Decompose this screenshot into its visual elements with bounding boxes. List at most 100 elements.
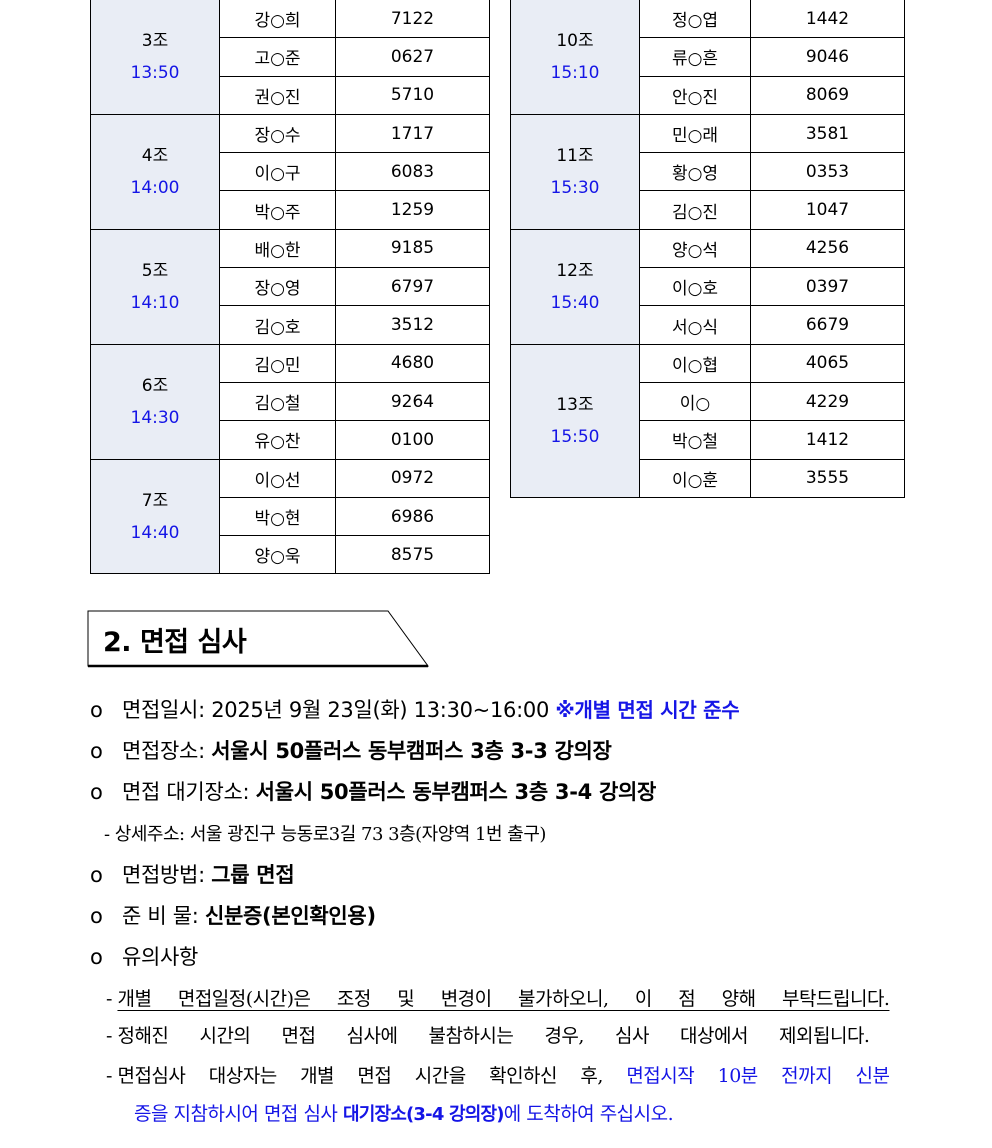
bullet-icon: o (90, 780, 103, 804)
table-row: 박○주 1259 (91, 190, 490, 230)
heading-box (87, 610, 429, 668)
bullet-icon: o (90, 904, 103, 928)
item-location: o 면접장소: 서울시 50플러스 동부캠퍼스 3층 3-3 강의장 (90, 739, 612, 763)
table-row: 4조 14:00 장○수 1717 (90, 113, 490, 230)
table-row: 11조 15:30 민○래 3581 (510, 113, 905, 230)
group-time: 14:10 (130, 292, 180, 313)
id-suffix-cell: 1259 (335, 190, 490, 230)
group-name: 7조 (141, 490, 169, 511)
group-cell: 7조 14:40 (90, 458, 220, 575)
name-cell: 이○호 (639, 267, 751, 307)
id-suffix-cell: 3555 (750, 458, 905, 498)
id-suffix-cell: 1047 (750, 190, 905, 230)
id-suffix-cell: 1412 (750, 420, 905, 460)
group-name: 4조 (141, 145, 169, 166)
table-row: 이○ 4229 (511, 381, 905, 422)
group-time: 15:40 (550, 292, 600, 313)
section-heading: 2. 면접 심사 (87, 610, 431, 668)
name-cell: 유○찬 (219, 420, 336, 460)
id-suffix-cell: 4680 (335, 343, 490, 383)
note-3: - 면접심사 대상자는 개별 면접 시간을 확인하신 후, 면접시작 10분 전… (106, 1065, 890, 1087)
id-suffix-cell: 0627 (335, 37, 490, 77)
item-notes: o 유의사항 (90, 945, 199, 969)
table-row: 고○준 0627 (91, 37, 490, 77)
id-suffix-cell: 6679 (750, 305, 905, 345)
group-cell: 5조 14:10 (90, 228, 220, 345)
bullet-icon: o (90, 739, 103, 763)
id-suffix-cell: 6083 (335, 152, 490, 192)
group-name: 3조 (141, 30, 169, 51)
id-suffix-cell: 4229 (750, 381, 905, 422)
table-row: 양○욱 8575 (91, 535, 490, 575)
name-cell: 김○철 (219, 381, 336, 422)
id-suffix-cell: 1442 (750, 0, 905, 39)
group-name: 13조 (556, 394, 594, 415)
table-row: 김○진 1047 (511, 190, 905, 230)
table-row: 이○훈 3555 (511, 458, 905, 498)
group-cell: 12조 15:40 (510, 228, 640, 345)
group-cell: 6조 14:30 (90, 343, 220, 460)
table-row: 황○영 0353 (511, 152, 905, 192)
group-name: 11조 (556, 145, 594, 166)
name-cell: 안○진 (639, 75, 751, 115)
item-date: o 면접일시: 2025년 9월 23일(화) 13:30~16:00 ※개별 면… (90, 698, 740, 722)
id-suffix-cell: 7122 (335, 0, 490, 39)
name-cell: 이○훈 (639, 458, 751, 498)
name-cell: 류○흔 (639, 37, 751, 77)
table-row: 권○진 5710 (91, 75, 490, 115)
time-note: ※개별 면접 시간 준수 (555, 698, 740, 722)
table-row: 장○영 6797 (91, 267, 490, 307)
name-cell: 김○호 (219, 305, 336, 345)
id-suffix-cell: 6797 (335, 267, 490, 307)
id-suffix-cell: 9046 (750, 37, 905, 77)
group-time: 14:40 (130, 522, 180, 543)
schedule-table-left: 3조 13:50 강○희 7122 고○준 0627 권○진 5710 4조 14:00 장○수 17… (90, 0, 490, 575)
name-cell: 장○수 (219, 113, 336, 154)
group-time: 15:10 (550, 62, 600, 83)
table-row: 3조 13:50 강○희 7122 (90, 0, 490, 115)
name-cell: 양○석 (639, 228, 751, 269)
bullet-icon: o (90, 698, 103, 722)
group-time: 15:30 (550, 177, 600, 198)
group-time: 15:50 (550, 426, 600, 447)
name-cell: 고○준 (219, 37, 336, 77)
bullet-icon: o (90, 863, 103, 887)
group-time: 14:00 (130, 177, 180, 198)
table-row: 김○철 9264 (91, 381, 490, 422)
name-cell: 서○식 (639, 305, 751, 345)
table-row: 10조 15:10 정○엽 1442 (510, 0, 905, 115)
name-cell: 김○민 (219, 343, 336, 383)
table-row: 이○구 6083 (91, 152, 490, 192)
name-cell: 이○선 (219, 458, 336, 498)
table-row: 6조 14:30 김○민 4680 (90, 343, 490, 460)
table-row: 유○찬 0100 (91, 420, 490, 460)
section-title: 2. 면접 심사 (103, 627, 247, 658)
name-cell: 박○현 (219, 496, 336, 537)
group-name: 10조 (556, 30, 594, 51)
group-time: 14:30 (130, 407, 180, 428)
table-row: 13조 15:50 이○협 4065 (510, 343, 905, 498)
id-suffix-cell: 3581 (750, 113, 905, 154)
name-cell: 강○희 (219, 0, 336, 39)
note-3-cont: 증을 지참하시어 면접 심사 대기장소(3-4 강의장)에 도착하여 주십시오. (134, 1103, 674, 1125)
id-suffix-cell: 1717 (335, 113, 490, 154)
id-suffix-cell: 0972 (335, 458, 490, 498)
group-cell: 4조 14:00 (90, 113, 220, 230)
name-cell: 황○영 (639, 152, 751, 192)
id-suffix-cell: 0353 (750, 152, 905, 192)
table-row: 12조 15:40 양○석 4256 (510, 228, 905, 345)
group-cell: 3조 13:50 (90, 0, 220, 115)
id-suffix-cell: 4065 (750, 343, 905, 383)
note-1: - 개별 면접일정(시간)은 조정 및 변경이 불가하오니, 이 점 양해 부탁… (106, 988, 890, 1010)
item-waiting-room: o 면접 대기장소: 서울시 50플러스 동부캠퍼스 3층 3-4 강의장 (90, 780, 657, 804)
name-cell: 김○진 (639, 190, 751, 230)
group-name: 12조 (556, 260, 594, 281)
id-suffix-cell: 9264 (335, 381, 490, 422)
id-suffix-cell: 9185 (335, 228, 490, 269)
address: - 상세주소: 서울 광진구 능동로3길 73 3층(자양역 1번 출구) (104, 824, 546, 845)
bullet-icon: o (90, 945, 103, 969)
name-cell: 권○진 (219, 75, 336, 115)
id-suffix-cell: 0397 (750, 267, 905, 307)
name-cell: 박○철 (639, 420, 751, 460)
